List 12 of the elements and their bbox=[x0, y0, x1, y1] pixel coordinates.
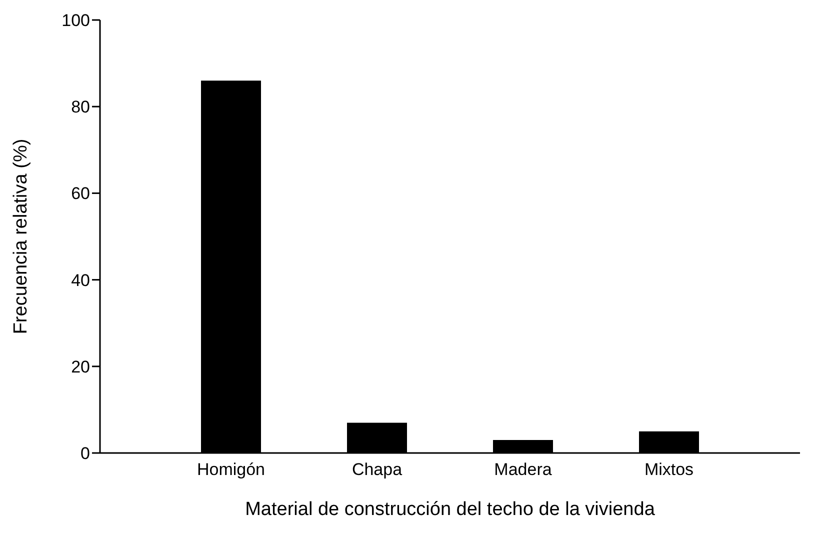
y-tick-label: 40 bbox=[71, 270, 90, 290]
y-axis-title: Frecuencia relativa (%) bbox=[10, 138, 32, 334]
x-tick-label: Madera bbox=[494, 460, 552, 480]
y-tick-label: 0 bbox=[80, 444, 90, 464]
x-tick-label: Mixtos bbox=[644, 460, 694, 480]
x-tick-label: Chapa bbox=[352, 460, 403, 480]
y-tick-label: 60 bbox=[71, 184, 90, 204]
x-axis-title: Material de construcción del techo de la vivienda bbox=[245, 499, 656, 520]
y-tick-label: 20 bbox=[71, 357, 90, 376]
x-tick-label: Homigón bbox=[196, 460, 266, 480]
y-tick-label: 100 bbox=[62, 11, 90, 30]
y-tick-label: 80 bbox=[71, 98, 90, 117]
